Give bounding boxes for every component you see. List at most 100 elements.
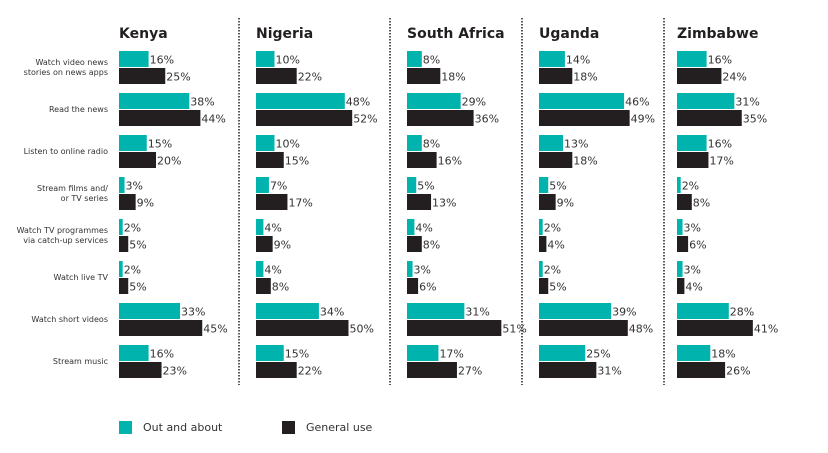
value-label: 16%: [708, 138, 732, 151]
value-label: 41%: [754, 323, 778, 336]
bar-out-and-about: [539, 219, 543, 235]
value-label: 9%: [274, 239, 291, 252]
bar-out-and-about: [119, 93, 190, 109]
bar-out-and-about: [539, 303, 612, 319]
bar-out-and-about: [539, 135, 564, 151]
bar-out-and-about: [407, 303, 465, 319]
value-label: 34%: [320, 306, 344, 319]
value-label: 31%: [465, 306, 489, 319]
bar-general-use: [407, 110, 474, 126]
value-label: 2%: [124, 264, 141, 277]
value-label: 13%: [432, 197, 456, 210]
bar-general-use: [539, 68, 573, 84]
value-label: 6%: [689, 239, 706, 252]
value-label: 26%: [726, 365, 750, 378]
value-label: 22%: [298, 71, 322, 84]
value-label: 51%: [502, 323, 526, 336]
value-label: 35%: [743, 113, 767, 126]
value-label: 3%: [684, 222, 701, 235]
value-label: 36%: [475, 113, 499, 126]
value-label: 10%: [276, 138, 300, 151]
bar-out-and-about: [407, 219, 415, 235]
value-label: 2%: [124, 222, 141, 235]
bar-general-use: [119, 194, 136, 210]
value-label: 22%: [298, 365, 322, 378]
value-label: 25%: [166, 71, 190, 84]
bar-general-use: [119, 110, 201, 126]
value-label: 33%: [181, 306, 205, 319]
bar-out-and-about: [119, 219, 123, 235]
bar-general-use: [539, 194, 556, 210]
bar-general-use: [539, 278, 549, 294]
legend-swatch: [119, 421, 132, 434]
bar-general-use: [677, 236, 689, 252]
value-label: 31%: [735, 96, 759, 109]
bar-general-use: [677, 278, 685, 294]
value-label: 18%: [711, 348, 735, 361]
value-label: 17%: [709, 155, 733, 168]
bar-out-and-about: [407, 135, 422, 151]
bar-out-and-about: [119, 303, 181, 319]
bar-general-use: [407, 278, 419, 294]
category-label: Watch video news: [35, 58, 108, 67]
bar-general-use: [256, 194, 288, 210]
value-label: 2%: [544, 222, 561, 235]
bar-general-use: [256, 320, 349, 336]
bar-out-and-about: [407, 177, 417, 193]
bar-general-use: [677, 152, 709, 168]
value-label: 4%: [264, 264, 281, 277]
bar-general-use: [256, 362, 297, 378]
bar-out-and-about: [677, 219, 683, 235]
value-label: 6%: [419, 281, 436, 294]
bar-out-and-about: [119, 261, 123, 277]
value-label: 8%: [423, 239, 440, 252]
bar-general-use: [119, 68, 166, 84]
bar-general-use: [119, 278, 129, 294]
bar-out-and-about: [119, 135, 147, 151]
value-label: 16%: [708, 54, 732, 67]
bar-out-and-about: [256, 93, 345, 109]
value-label: 9%: [137, 197, 154, 210]
bar-out-and-about: [407, 261, 413, 277]
bar-general-use: [539, 110, 630, 126]
bar-general-use: [256, 236, 273, 252]
value-label: 8%: [423, 54, 440, 67]
value-label: 15%: [285, 348, 309, 361]
value-label: 5%: [549, 281, 566, 294]
bar-out-and-about: [539, 51, 565, 67]
value-label: 4%: [264, 222, 281, 235]
value-label: 15%: [285, 155, 309, 168]
value-label: 48%: [629, 323, 653, 336]
bar-general-use: [677, 68, 722, 84]
value-label: 17%: [288, 197, 312, 210]
value-label: 49%: [631, 113, 655, 126]
panel-title: Nigeria: [256, 26, 313, 42]
value-label: 29%: [462, 96, 486, 109]
category-label: or TV series: [61, 194, 108, 203]
value-label: 3%: [126, 180, 143, 193]
category-label: Stream music: [53, 357, 108, 366]
legend-label: General use: [306, 421, 373, 434]
value-label: 48%: [346, 96, 370, 109]
category-label: via catch-up services: [23, 236, 108, 245]
value-label: 18%: [573, 155, 597, 168]
bar-out-and-about: [677, 93, 735, 109]
value-label: 18%: [573, 71, 597, 84]
bar-out-and-about: [256, 177, 269, 193]
bar-general-use: [539, 152, 573, 168]
value-label: 14%: [566, 54, 590, 67]
bar-out-and-about: [677, 303, 729, 319]
bar-out-and-about: [677, 345, 711, 361]
bar-out-and-about: [407, 51, 422, 67]
value-label: 20%: [157, 155, 181, 168]
value-label: 45%: [203, 323, 227, 336]
bar-general-use: [256, 68, 297, 84]
panel-title: Zimbabwe: [677, 26, 758, 42]
bar-general-use: [407, 236, 422, 252]
value-label: 38%: [190, 96, 214, 109]
bar-out-and-about: [539, 177, 549, 193]
bar-general-use: [256, 110, 353, 126]
value-label: 5%: [129, 281, 146, 294]
bar-general-use: [119, 320, 203, 336]
